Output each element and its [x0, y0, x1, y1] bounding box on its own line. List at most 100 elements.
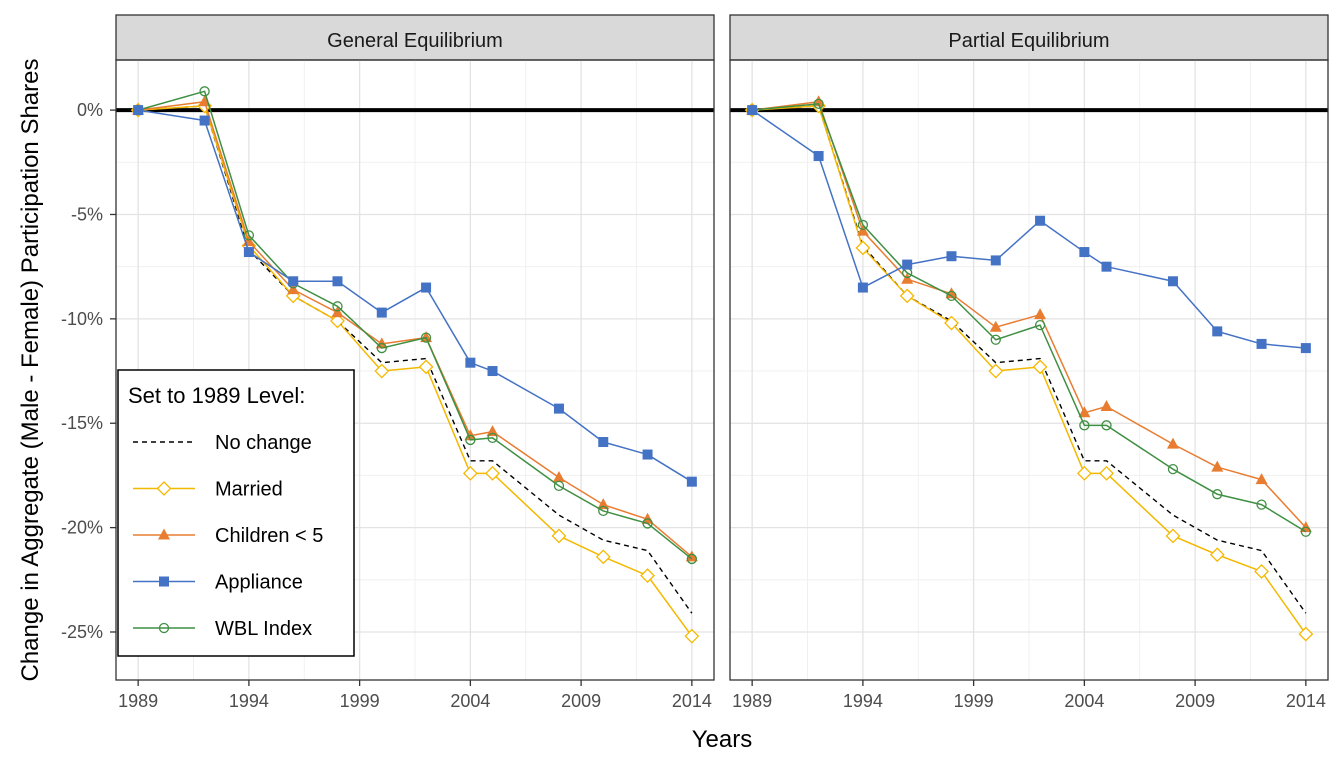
point-wbl-index-2010: [598, 505, 609, 517]
point-married-2014: [1298, 626, 1314, 642]
x-tick-label-1994: 1994: [229, 691, 269, 711]
point-wbl-index-2002: [1034, 319, 1046, 331]
point-children-5-1998: [331, 306, 344, 318]
series-general-equilibrium: [130, 86, 700, 644]
panel-partial-equilibrium: Partial Equilibrium 1989 1994 1999 2004 2009…: [729, 14, 1329, 711]
point-appliance-1994: [243, 247, 254, 258]
legend-item-married: Married: [133, 479, 283, 501]
legend-label-married: Married: [215, 479, 283, 501]
y-tick-label: 0%: [77, 100, 103, 120]
strip-general-equilibrium: [115, 14, 715, 61]
point-wbl-index-2004: [1079, 420, 1090, 431]
point-appliance-2012: [642, 449, 653, 460]
x-tick-label-2009: 2009: [1175, 691, 1215, 711]
y-tick-label: -5%: [71, 204, 103, 224]
x-tick-label-1994: 1994: [843, 691, 883, 711]
y-tick-label: -20%: [61, 518, 103, 538]
point-children-5-1994: [856, 224, 869, 236]
point-children-5-1996: [901, 272, 914, 284]
point-wbl-index-1994: [857, 219, 869, 231]
point-married-2005: [1099, 465, 1114, 481]
y-tick-label: -15%: [61, 413, 103, 433]
x-tick-label-1999: 1999: [340, 691, 380, 711]
series-no-change-partial-equilibrium: [752, 105, 1307, 614]
legend-key-marker: [158, 528, 170, 540]
point-married-1998: [944, 315, 959, 331]
point-wbl-index-2012: [1256, 499, 1267, 510]
point-married-2000: [988, 363, 1004, 379]
point-appliance-2005: [1101, 261, 1112, 272]
y-tick-label: -25%: [61, 622, 103, 642]
strip-title-partial-equilibrium: Partial Equilibrium: [948, 30, 1109, 52]
x-ticks-general-equilibrium: 1989 1994 1999 2004 2009 2014: [118, 680, 712, 711]
point-children-5-2002: [420, 331, 433, 343]
point-wbl-index-2014: [686, 553, 698, 565]
point-children-5-2012: [1255, 473, 1268, 485]
point-appliance-2014: [686, 476, 697, 487]
point-wbl-index-2014: [1300, 526, 1312, 537]
point-married-1994: [855, 240, 871, 256]
x-tick-label-2014: 2014: [1286, 691, 1326, 711]
x-ticks-partial-equilibrium: 1989 1994 1999 2004 2009 2014: [732, 680, 1326, 711]
point-appliance-2002: [421, 282, 432, 293]
x-tick-label-2009: 2009: [561, 691, 601, 711]
point-children-5-1996: [287, 283, 300, 295]
legend-item-wbl-index: WBL Index: [133, 618, 312, 640]
point-married-2002: [418, 359, 434, 375]
legend-label-appliance: Appliance: [215, 572, 303, 594]
x-tick-label-1989: 1989: [732, 691, 772, 711]
point-children-5-2005: [1100, 400, 1113, 412]
legend-label-no-change: No change: [215, 432, 312, 454]
point-married-2012: [1254, 564, 1269, 579]
series-children-5-partial-equilibrium: [746, 95, 1312, 533]
x-tick-label-2004: 2004: [1064, 691, 1104, 711]
point-wbl-index-1998: [332, 301, 343, 312]
line-wbl-index: [752, 103, 1307, 533]
point-appliance-2004: [1079, 247, 1090, 258]
legend: Set to 1989 Level: No change Married Child…: [117, 369, 355, 657]
point-children-5-2005: [486, 425, 499, 437]
point-married-1996: [899, 288, 915, 304]
x-tick-label-2004: 2004: [450, 691, 490, 711]
point-appliance-1992: [199, 115, 210, 126]
point-appliance-1996: [902, 259, 913, 270]
point-wbl-index-1998: [946, 290, 957, 302]
point-appliance-1994: [857, 282, 868, 293]
series-appliance-partial-equilibrium: [747, 105, 1311, 354]
legend-box: [117, 369, 355, 657]
x-tick-label-2014: 2014: [672, 691, 712, 711]
legend-key-marker: [159, 576, 169, 587]
point-wbl-index-2002: [420, 332, 432, 343]
y-axis-title: Change in Aggregate (Male - Female) Part…: [17, 59, 44, 682]
point-appliance-2004: [465, 357, 476, 368]
legend-label-children-5: Children < 5: [215, 525, 323, 547]
point-appliance-2014: [1300, 343, 1311, 354]
point-wbl-index-2012: [642, 518, 653, 529]
point-children-5-2010: [1211, 460, 1224, 472]
x-tick-label-1989: 1989: [118, 691, 158, 711]
point-appliance-1998: [332, 276, 343, 287]
point-children-5-2008: [552, 471, 565, 483]
panel-general-equilibrium: General Equilibrium 1989 1994 1999 2004 2009…: [115, 14, 715, 711]
point-children-5-2014: [685, 550, 698, 562]
line-no-change: [752, 105, 1307, 614]
point-wbl-index-1992: [199, 86, 210, 97]
point-appliance-2010: [1212, 326, 1223, 337]
point-appliance-2008: [1167, 276, 1178, 287]
strip-partial-equilibrium: [729, 14, 1329, 61]
plot-border-partial-equilibrium: [729, 59, 1329, 681]
point-appliance-1996: [288, 276, 299, 287]
point-married-2008: [551, 528, 567, 544]
y-ticks: 0% -5% -10% -15% -20% -25%: [61, 100, 116, 642]
point-wbl-index-2008: [1167, 464, 1179, 475]
point-appliance-2008: [553, 403, 564, 414]
point-married-2004: [1076, 465, 1092, 481]
point-married-2012: [640, 568, 655, 584]
legend-item-children-5: Children < 5: [133, 525, 323, 547]
legend-items: No change Married Children < 5 Appliance WBL…: [133, 432, 323, 640]
point-married-2010: [1209, 547, 1225, 563]
point-children-5-2004: [1078, 406, 1091, 418]
point-married-2002: [1032, 359, 1048, 375]
point-appliance-2005: [487, 366, 498, 377]
